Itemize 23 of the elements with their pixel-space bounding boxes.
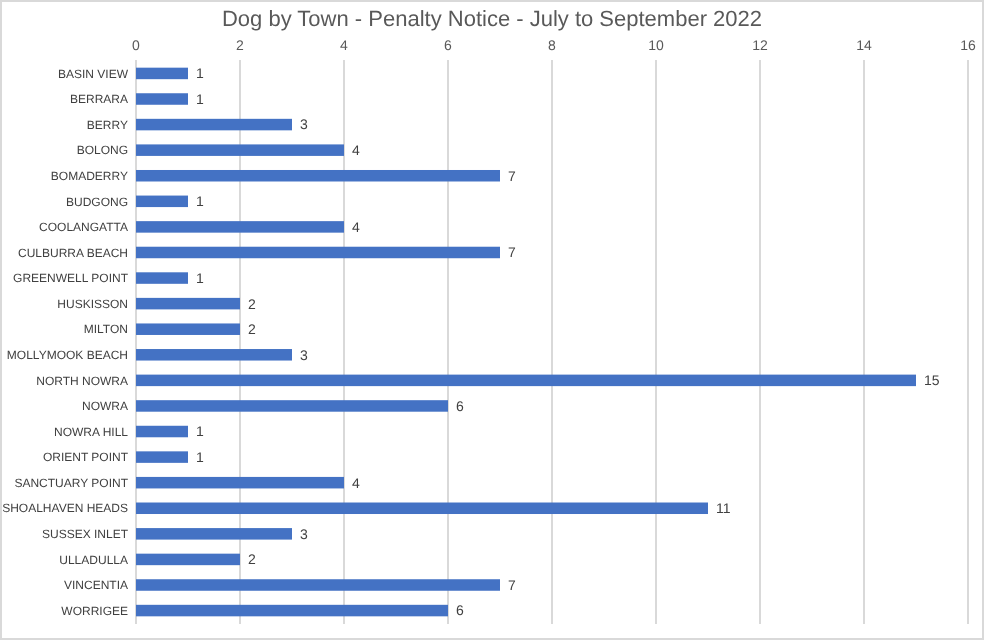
bar [136, 67, 188, 80]
bar [136, 374, 916, 387]
bar [136, 604, 448, 617]
bar [136, 502, 708, 515]
bar [136, 221, 344, 233]
bar [136, 323, 240, 335]
bar [136, 400, 448, 412]
bar [136, 297, 240, 310]
bar [136, 528, 292, 540]
bar [136, 425, 188, 438]
bar [136, 144, 344, 156]
bar [136, 451, 188, 463]
bar [136, 93, 188, 105]
bar [136, 476, 344, 489]
bar [136, 349, 292, 361]
bar [136, 553, 240, 566]
bar [136, 195, 188, 208]
bar [136, 579, 500, 591]
bar [136, 272, 188, 284]
bar [136, 246, 500, 259]
bar [136, 169, 500, 182]
bar [136, 118, 292, 131]
chart-title: Dog by Town - Penalty Notice - July to September 2022 [221, 8, 763, 32]
